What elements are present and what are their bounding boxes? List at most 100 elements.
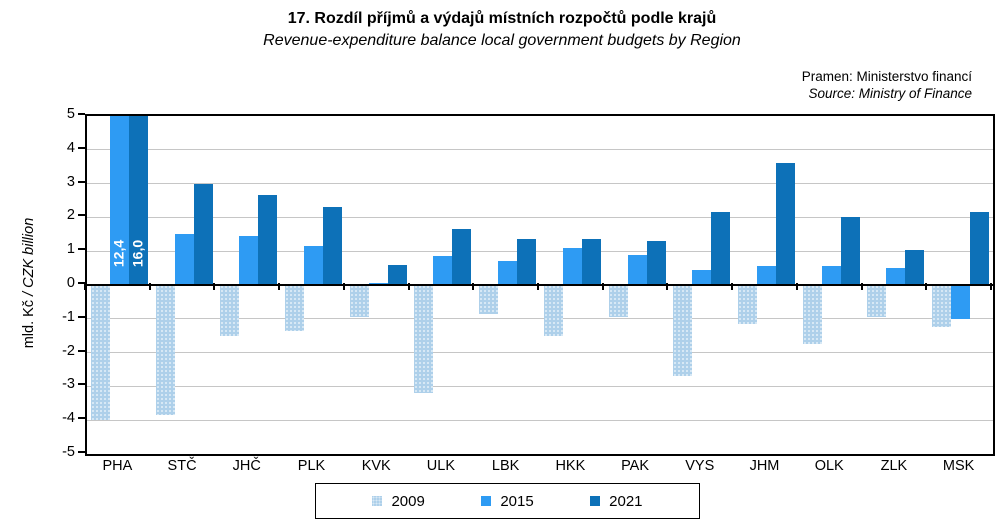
x-tick-8 xyxy=(601,283,604,290)
gridline-y-1 xyxy=(87,318,993,320)
bar-MSK-2009 xyxy=(932,285,952,328)
y-tick-5 xyxy=(78,113,85,115)
bar-PAK-2015 xyxy=(627,254,647,285)
bar-KVK-2009 xyxy=(349,285,369,318)
x-tick-11 xyxy=(795,283,798,290)
y-tick-label-3: 3 xyxy=(66,173,75,190)
x-tick-3 xyxy=(278,283,281,290)
legend-label-2021: 2021 xyxy=(609,492,643,510)
bar-value-label-PHA-2015: 12,4 xyxy=(110,239,127,267)
gridline-y4 xyxy=(87,149,993,151)
x-tick-4 xyxy=(342,283,345,290)
x-axis-label-ZLK: ZLK xyxy=(880,458,908,474)
x-axis-label-LBK: LBK xyxy=(491,458,520,474)
y-tick--4 xyxy=(78,417,85,420)
y-tick-label--3: -3 xyxy=(62,376,75,393)
y-tick-label-1: 1 xyxy=(66,241,75,258)
bar-HKK-2015 xyxy=(562,247,582,285)
y-tick-label-2: 2 xyxy=(66,207,75,224)
bar-HKK-2021 xyxy=(581,239,601,285)
y-tick-2 xyxy=(78,214,85,217)
bar-PHA-2015 xyxy=(109,116,129,285)
y-tick-label-4: 4 xyxy=(66,139,75,156)
bar-JHM-2021 xyxy=(776,163,795,285)
legend: 2009 2015 2021 xyxy=(315,483,700,519)
y-tick--5 xyxy=(78,451,85,453)
legend-item-2021: 2021 xyxy=(590,492,643,510)
gridline-y-2 xyxy=(87,352,993,354)
gridline-y2 xyxy=(87,216,993,218)
bar-VYS-2021 xyxy=(711,212,731,285)
plot-area: 12,4 16,0 xyxy=(85,114,995,456)
page-subtitle: Revenue-expenditure balance local govern… xyxy=(263,32,741,49)
source-line-english: Source: Ministry of Finance xyxy=(808,86,972,101)
zero-line xyxy=(87,284,993,286)
bar-JHČ-2015 xyxy=(239,235,259,285)
bar-ULK-2021 xyxy=(452,229,472,285)
bar-JHČ-2009 xyxy=(220,285,240,336)
y-tick--1 xyxy=(78,315,85,318)
bar-PLK-2009 xyxy=(285,285,304,331)
x-tick-13 xyxy=(925,283,928,290)
y-axis-title-plain: mld. Kč xyxy=(21,295,37,349)
y-tick-1 xyxy=(78,248,85,251)
legend-swatch-2009 xyxy=(372,496,383,506)
x-tick-9 xyxy=(666,283,669,290)
y-tick-0 xyxy=(78,282,85,284)
bar-JHČ-2021 xyxy=(258,195,278,285)
bar-VYS-2015 xyxy=(692,269,712,285)
x-axis-label-STČ: STČ xyxy=(167,458,197,474)
y-axis-title: mld. Kč / CZK billion xyxy=(21,133,41,433)
x-axis-label-VYS: VYS xyxy=(685,458,715,474)
legend-item-2009: 2009 xyxy=(372,492,425,510)
legend-label-2009: 2009 xyxy=(391,492,425,510)
y-axis-title-italic: / CZK billion xyxy=(21,217,37,296)
bar-PHA-2009 xyxy=(90,285,110,421)
x-axis-label-JHM: JHM xyxy=(749,458,780,474)
bar-PLK-2015 xyxy=(304,246,323,285)
y-tick--2 xyxy=(78,349,85,352)
bar-MSK-2021 xyxy=(970,212,990,285)
bar-ZLK-2015 xyxy=(886,268,906,285)
bar-OLK-2015 xyxy=(821,266,841,285)
bar-PAK-2021 xyxy=(646,241,666,285)
y-tick-label--1: -1 xyxy=(62,308,75,325)
x-tick-7 xyxy=(537,283,539,290)
x-axis-label-PHA: PHA xyxy=(102,458,133,474)
legend-swatch-2015 xyxy=(481,496,492,506)
x-tick-5 xyxy=(407,283,410,290)
y-tick-label--2: -2 xyxy=(62,342,75,359)
bar-ZLK-2021 xyxy=(905,249,925,285)
bar-STČ-2021 xyxy=(193,183,213,285)
y-tick-3 xyxy=(78,180,85,183)
bar-STČ-2009 xyxy=(155,285,175,416)
gridline-y-4 xyxy=(87,419,993,421)
x-tick-14 xyxy=(990,283,992,290)
bar-ZLK-2009 xyxy=(867,285,887,318)
bar-PLK-2021 xyxy=(323,207,342,285)
x-tick-1 xyxy=(148,283,151,290)
y-tick-label-5: 5 xyxy=(66,106,75,122)
bar-LBK-2009 xyxy=(479,285,499,314)
bar-OLK-2021 xyxy=(840,217,860,285)
gridline-y1 xyxy=(87,250,993,252)
x-axis-label-OLK: OLK xyxy=(814,458,844,474)
gridline-y3 xyxy=(87,183,993,185)
bar-OLK-2009 xyxy=(802,285,822,345)
x-axis-label-PAK: PAK xyxy=(621,458,650,474)
legend-label-2015: 2015 xyxy=(500,492,534,510)
y-tick-label-0: 0 xyxy=(66,275,75,291)
x-axis-label-MSK: MSK xyxy=(942,458,975,474)
source-line-czech: Pramen: Ministerstvo financí xyxy=(801,69,972,84)
bar-ULK-2009 xyxy=(414,285,434,394)
x-tick-10 xyxy=(731,283,734,290)
x-axis-label-JHČ: JHČ xyxy=(232,458,261,474)
bar-ULK-2015 xyxy=(433,256,453,285)
x-tick-12 xyxy=(860,283,863,290)
bar-VYS-2009 xyxy=(673,285,693,377)
y-tick-4 xyxy=(78,146,85,149)
x-tick-6 xyxy=(472,283,475,290)
y-tick--3 xyxy=(78,383,85,386)
page-title: 17. Rozdíl příjmů a výdajů místních rozp… xyxy=(287,10,717,27)
